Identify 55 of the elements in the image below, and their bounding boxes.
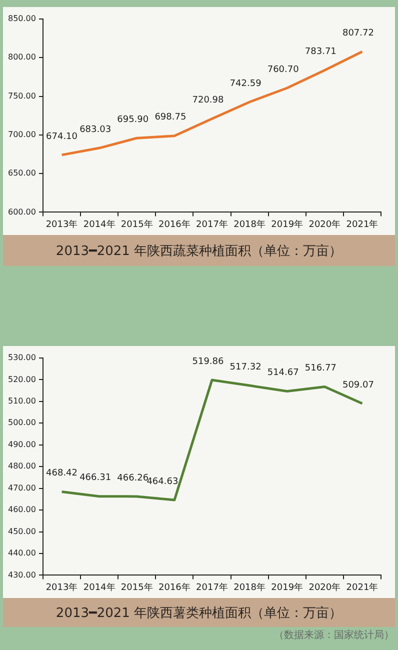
x-tick-label: 2018年 [234,218,266,230]
text: （数据来源：国家统计局） [274,628,394,642]
data-label: 519.86 [192,356,224,367]
x-tick-label: 2016年 [158,218,190,230]
data-label: 516.77 [304,364,336,374]
data-label: 807.72 [342,28,374,39]
y-tick-label: 650.00 [8,168,36,178]
y-tick-label: 470.00 [8,483,36,492]
data-label: 683.03 [80,124,112,135]
x-tick-label: 2013年 [46,582,78,593]
text: 2013━2021 年陕西蔬菜种植面积（单位：万亩） [3,235,395,266]
data-label: 509.07 [342,380,374,390]
data-label: 720.98 [192,96,224,106]
x-tick-label: 2016年 [158,582,190,593]
data-label: 695.90 [117,114,149,125]
x-tick-label: 2013年 [46,218,78,230]
x-tick-label: 2017年 [196,582,228,593]
y-tick-label: 430.00 [8,570,36,580]
x-tick-label: 2019年 [271,582,304,593]
y-tick-label: 460.00 [8,505,36,514]
data-label: 674.10 [46,132,78,142]
x-tick-label: 2021年 [346,218,378,230]
data-label: 517.32 [230,362,262,372]
y-tick-label: 750.00 [8,91,36,100]
y-tick-label: 800.00 [8,52,36,62]
data-label: 742.59 [230,78,262,89]
x-tick-label: 2021年 [346,582,378,593]
y-tick-label: 600.00 [8,207,36,216]
x-tick-label: 2019年 [271,218,304,230]
y-tick-label: 530.00 [8,353,36,362]
x-tick-label: 2014年 [83,582,116,593]
x-tick-label: 2015年 [120,582,153,593]
data-label: 760.70 [267,64,300,75]
y-tick-label: 520.00 [8,374,36,384]
data-label: 698.75 [154,112,186,123]
x-tick-label: 2020年 [308,218,341,230]
data-label: 466.31 [80,473,112,484]
data-label: 783.71 [304,47,336,58]
x-tick-label: 2015年 [120,218,153,230]
x-tick-label: 2018年 [234,582,266,593]
y-tick-label: 480.00 [8,462,36,471]
y-tick-label: 510.00 [8,396,36,406]
y-tick-label: 850.00 [8,14,36,24]
x-tick-label: 2017年 [196,218,228,230]
data-label: 468.42 [46,468,78,479]
data-label: 464.63 [146,476,178,487]
x-tick-label: 2020年 [308,582,341,593]
y-tick-label: 450.00 [8,526,36,536]
y-tick-label: 500.00 [8,418,36,428]
text: 2013━2021 年陕西薯类种植面积（单位：万亩） [3,598,395,627]
y-tick-label: 490.00 [8,440,36,449]
x-tick-label: 2014年 [83,218,116,230]
data-label: 514.67 [267,368,299,378]
y-tick-label: 700.00 [8,130,36,139]
y-tick-label: 440.00 [8,548,36,558]
